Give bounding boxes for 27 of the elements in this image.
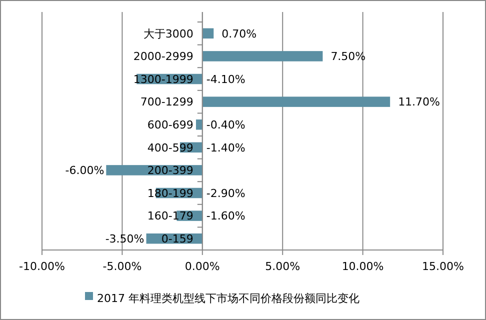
data-label: 0.70% (222, 27, 257, 40)
x-tick-label: -5.00% (102, 260, 142, 273)
bar (202, 28, 214, 39)
y-tick-label: 大于3000 (143, 27, 194, 40)
bar (196, 119, 202, 130)
y-tick-label: 600-699 (147, 118, 194, 132)
data-label: 11.70% (398, 96, 440, 109)
data-label: -1.60% (206, 210, 246, 223)
data-label: -1.40% (206, 141, 246, 154)
data-label: -3.50% (105, 232, 144, 246)
data-label: -2.90% (206, 186, 246, 200)
x-tick-label: 15.00% (422, 260, 464, 273)
x-tick-label: 5.00% (265, 260, 300, 273)
y-tick-label: 700-1299 (140, 96, 194, 109)
x-tick-label: 10.00% (342, 260, 384, 273)
data-label: -0.40% (206, 118, 246, 132)
bar (202, 96, 390, 107)
y-tick-label: 2000-2999 (133, 50, 194, 64)
data-label: -6.00% (65, 164, 104, 178)
y-tick-label: 0-159 (161, 232, 194, 246)
data-label: 7.50% (330, 50, 366, 64)
x-tick-label: -10.00% (19, 260, 65, 273)
x-tick-label: 0.00% (184, 260, 220, 273)
legend-label: 2017 年料理类机型线下市场不同价格段份额同比变化 (97, 292, 360, 305)
y-tick-label: 200-399 (147, 164, 194, 178)
bar (202, 51, 323, 62)
data-label: -4.10% (206, 72, 246, 86)
